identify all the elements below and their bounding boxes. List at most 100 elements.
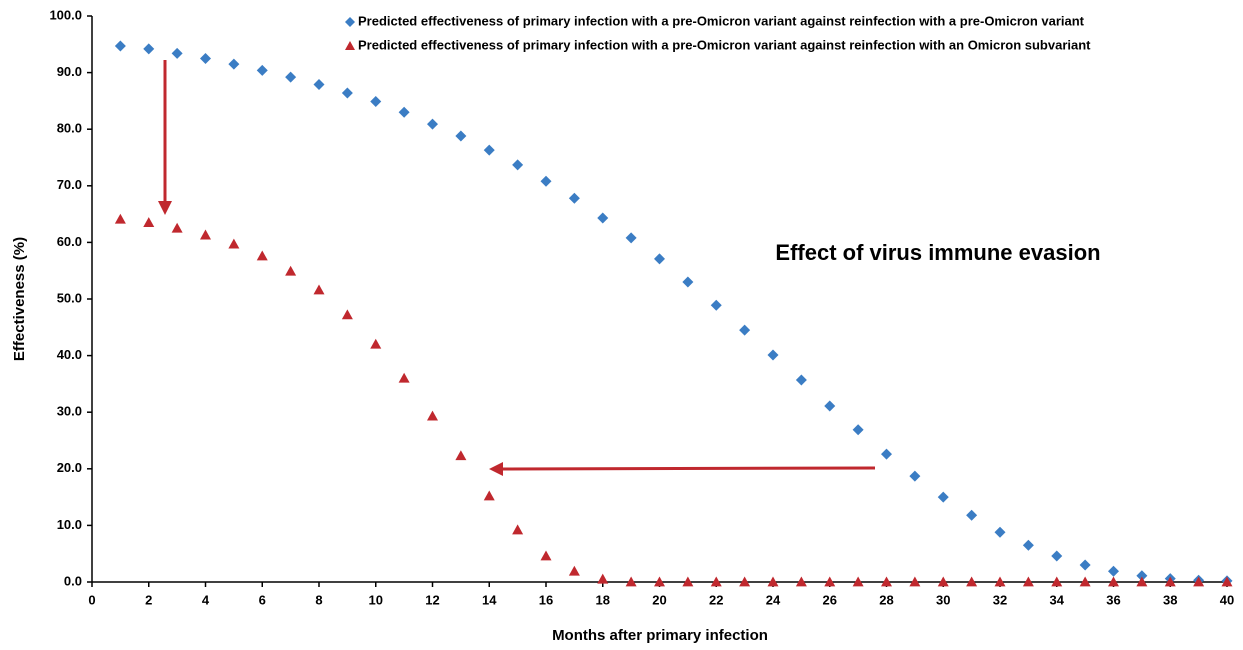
x-tick-label: 30 [936,592,950,607]
point [625,576,637,587]
point [852,424,864,436]
y-axis-title: Effectiveness (%) [11,237,28,361]
x-tick-label: 14 [482,592,497,607]
point [994,526,1006,538]
point [256,64,268,76]
point [597,212,609,224]
legend-label: Predicted effectiveness of primary infec… [358,13,1085,28]
point [710,299,722,311]
point [909,576,921,587]
point [682,576,694,587]
point [937,576,949,587]
point [1193,576,1205,587]
x-tick-label: 36 [1106,592,1120,607]
x-tick-label: 24 [766,592,781,607]
point [994,576,1006,587]
point [909,470,921,482]
point [427,410,438,421]
point [739,324,751,336]
x-tick-label: 32 [993,592,1007,607]
point [313,78,325,90]
point [171,222,183,233]
y-tick-label: 50.0 [57,290,82,305]
point [285,265,297,276]
point [512,159,524,171]
x-tick-label: 8 [315,592,322,607]
y-tick-label: 30.0 [57,404,82,419]
point [568,192,580,204]
x-tick-label: 6 [259,592,266,607]
point [228,58,240,70]
point [341,87,353,99]
y-tick-label: 80.0 [57,121,82,136]
x-tick-label: 0 [88,592,95,607]
point [114,213,126,224]
arrow-horizontal [489,462,876,476]
point [1051,576,1063,587]
point [767,576,779,587]
point [795,576,807,587]
point [710,576,722,587]
point [881,576,892,587]
point [398,372,410,383]
point [824,576,836,587]
point [1079,559,1091,571]
point [1164,576,1176,587]
legend-marker [345,17,355,27]
point [171,47,183,59]
x-tick-label: 16 [539,592,553,607]
point [341,309,353,320]
x-tick-label: 18 [596,592,610,607]
point [654,576,665,587]
point [200,229,211,240]
x-tick-label: 2 [145,592,152,607]
point [143,43,155,55]
point [625,232,637,244]
point [937,491,949,503]
point [795,374,807,386]
point [568,565,580,576]
point [1136,576,1148,587]
y-tick-label: 10.0 [57,517,82,532]
x-tick-label: 20 [652,592,666,607]
point [455,130,467,142]
point [1022,539,1034,551]
point [1022,576,1034,587]
point [285,71,297,83]
point [427,118,438,130]
point [824,400,836,412]
legend-marker [345,41,355,50]
point [143,217,155,227]
legend-label: Predicted effectiveness of primary infec… [358,37,1091,52]
y-tick-label: 90.0 [57,64,82,79]
point [852,576,864,587]
point [966,576,978,587]
point [200,52,211,64]
y-tick-label: 20.0 [57,460,82,475]
point [1051,550,1063,562]
x-tick-label: 10 [369,592,383,607]
point [313,284,325,295]
x-tick-label: 40 [1220,592,1234,607]
x-tick-label: 28 [879,592,893,607]
y-tick-label: 0.0 [64,573,82,588]
point [540,175,552,187]
point [739,576,751,587]
arrow-vertical [158,60,172,215]
x-tick-label: 34 [1050,592,1065,607]
point [398,106,410,118]
y-tick-label: 40.0 [57,347,82,362]
point [512,524,524,535]
point [1108,565,1119,577]
point [228,238,240,249]
point [1221,576,1233,587]
y-tick-label: 70.0 [57,177,82,192]
point [256,250,268,261]
x-tick-label: 12 [425,592,439,607]
y-tick-label: 60.0 [57,234,82,249]
point [483,490,495,501]
point [114,40,126,52]
point [881,448,892,460]
point [1108,576,1119,587]
